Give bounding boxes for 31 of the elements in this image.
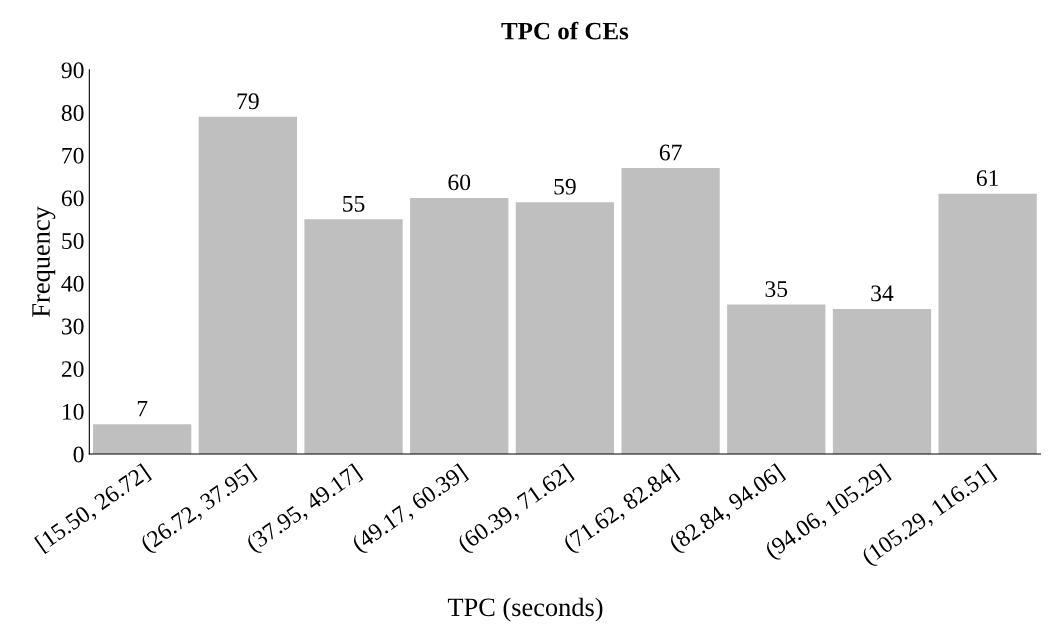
y-tick-label: 80 (61, 105, 84, 121)
data-label: 7 (137, 400, 148, 417)
bar (938, 193, 1037, 455)
chart-title: TPC of CEs (501, 21, 629, 40)
bar (304, 219, 403, 455)
bar (832, 308, 932, 455)
bar (93, 424, 192, 455)
y-tick-label: 40 (61, 275, 84, 292)
y-tick-label: 60 (61, 190, 84, 207)
data-label: 61 (976, 170, 999, 187)
y-axis-title: Frequency (32, 206, 56, 317)
y-tick-label: 50 (62, 233, 84, 250)
y-tick-label: 0 (73, 446, 84, 463)
y-tick-label: 70 (62, 147, 84, 164)
bar (198, 116, 297, 455)
x-axis-title: TPC (seconds) (447, 597, 603, 622)
data-label: 79 (237, 93, 259, 110)
y-tick-label: 10 (62, 403, 84, 420)
data-label: 60 (448, 174, 471, 191)
y-tick-label: 20 (61, 361, 84, 378)
y-tick-label: 30 (61, 318, 84, 335)
bar (621, 168, 720, 455)
data-label: 67 (659, 144, 682, 161)
data-label: 34 (871, 285, 894, 302)
data-label: 59 (554, 178, 576, 195)
bar (410, 197, 509, 455)
bar (727, 304, 826, 455)
data-label: 35 (765, 281, 788, 298)
y-tick-label: 90 (61, 62, 84, 79)
bar (515, 202, 615, 455)
data-label: 55 (343, 195, 365, 212)
